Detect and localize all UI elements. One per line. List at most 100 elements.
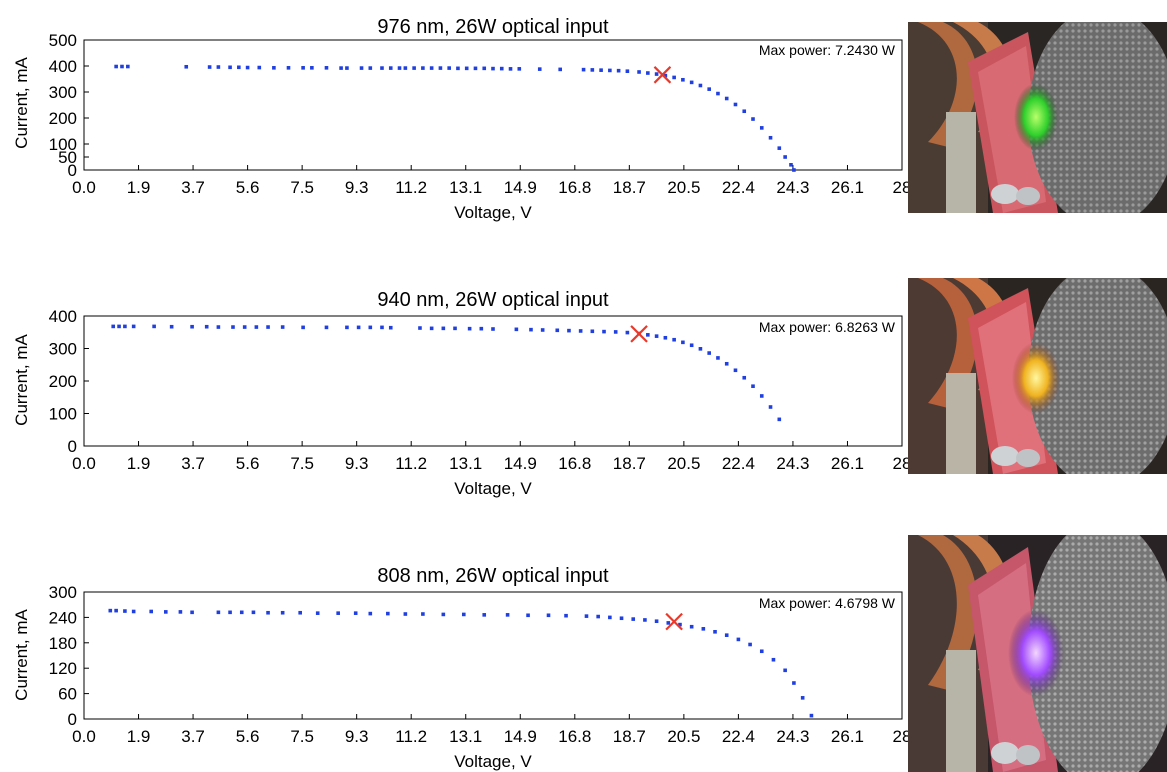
data-point <box>111 324 116 329</box>
data-point <box>190 324 194 329</box>
chart-808nm: 808 nm, 26W optical input 0.0 1.9 3.7 5.6 7.5… <box>12 565 911 771</box>
data-point <box>809 713 814 718</box>
data-point <box>529 327 533 332</box>
y-tick-label: 100 <box>49 405 77 424</box>
data-point <box>564 613 568 618</box>
data-point <box>491 66 495 71</box>
y-tick-label: 100 <box>49 135 77 154</box>
data-point <box>491 327 495 331</box>
data-point <box>280 325 285 329</box>
data-point <box>672 337 676 342</box>
data-point <box>231 325 235 329</box>
data-point <box>716 91 720 96</box>
data-point <box>759 126 764 130</box>
y-tick-label: 0 <box>68 437 77 456</box>
data-point <box>108 608 113 613</box>
data-point <box>242 325 247 329</box>
data-point <box>625 69 630 73</box>
data-point <box>663 73 668 78</box>
data-point <box>602 329 606 334</box>
y-tick-label: 300 <box>49 583 77 602</box>
data-point <box>689 80 694 85</box>
data-point <box>663 335 668 340</box>
data-point <box>131 324 136 329</box>
data-point <box>599 68 603 72</box>
y-tick-label: 180 <box>49 634 77 653</box>
data-point <box>777 146 782 150</box>
x-tick-label: 3.7 <box>181 454 205 473</box>
data-point <box>464 66 469 71</box>
x-tick-label: 0.0 <box>72 454 96 473</box>
data-point <box>429 326 434 331</box>
data-point <box>388 325 393 330</box>
data-point <box>123 609 127 613</box>
data-point <box>120 64 124 69</box>
y-tick-label: 200 <box>49 109 77 128</box>
data-point <box>228 610 232 615</box>
data-point <box>505 613 510 617</box>
data-point <box>654 72 659 76</box>
data-point <box>339 66 343 70</box>
data-point <box>298 610 302 615</box>
data-point <box>672 75 676 80</box>
x-tick-label: 11.2 <box>395 454 427 473</box>
data-point <box>380 325 384 330</box>
data-point <box>216 65 221 69</box>
y-tick-label: 400 <box>49 307 77 326</box>
data-point <box>625 330 630 335</box>
data-point <box>216 325 221 329</box>
x-tick-label: 26.1 <box>831 178 864 197</box>
data-point <box>581 67 586 72</box>
plot-area <box>83 591 903 720</box>
data-point <box>272 66 276 70</box>
y-tick-label: 400 <box>49 57 77 76</box>
device-photo-yellow-image <box>908 278 1167 474</box>
data-point <box>149 609 153 614</box>
data-point <box>759 394 764 398</box>
data-point <box>558 67 562 72</box>
data-point <box>184 64 189 69</box>
data-point <box>359 66 364 70</box>
x-tick-label: 24.3 <box>776 178 809 197</box>
data-point <box>681 340 685 345</box>
data-point <box>152 324 156 329</box>
data-point <box>689 624 694 629</box>
data-point <box>567 328 571 333</box>
data-point <box>403 612 408 616</box>
x-tick-label: 16.8 <box>558 178 591 197</box>
data-point <box>482 613 487 617</box>
data-point <box>467 326 472 331</box>
x-tick-label: 24.3 <box>776 727 809 746</box>
plot-area <box>83 315 903 447</box>
x-tick-label: 1.9 <box>127 454 151 473</box>
device-photo-green-image <box>908 22 1167 213</box>
data-point <box>453 326 457 331</box>
data-point <box>783 668 787 673</box>
y-tick-label: 60 <box>58 685 77 704</box>
data-point <box>613 330 618 334</box>
chart-title: 976 nm, 26W optical input <box>377 16 609 38</box>
data-point <box>707 87 711 91</box>
y-tick-label: 0 <box>68 161 77 180</box>
data-point <box>254 325 259 329</box>
max-power-marker <box>630 325 648 343</box>
x-tick-label: 22.4 <box>722 727 755 746</box>
data-point <box>368 325 373 330</box>
data-point <box>701 627 706 631</box>
data-point <box>716 356 720 360</box>
data-point <box>438 66 443 70</box>
data-point <box>482 66 487 71</box>
data-point <box>251 610 256 615</box>
data-point <box>619 616 624 621</box>
max-power-marker-stroke <box>630 325 648 343</box>
data-point <box>324 325 329 330</box>
data-point <box>590 329 595 334</box>
data-point <box>441 326 446 331</box>
data-point <box>508 67 513 71</box>
data-point <box>771 657 776 662</box>
x-tick-label: 16.8 <box>558 454 591 473</box>
data-point <box>473 66 478 71</box>
data-point <box>526 613 530 618</box>
data-point <box>800 696 805 700</box>
data-point <box>555 328 560 333</box>
